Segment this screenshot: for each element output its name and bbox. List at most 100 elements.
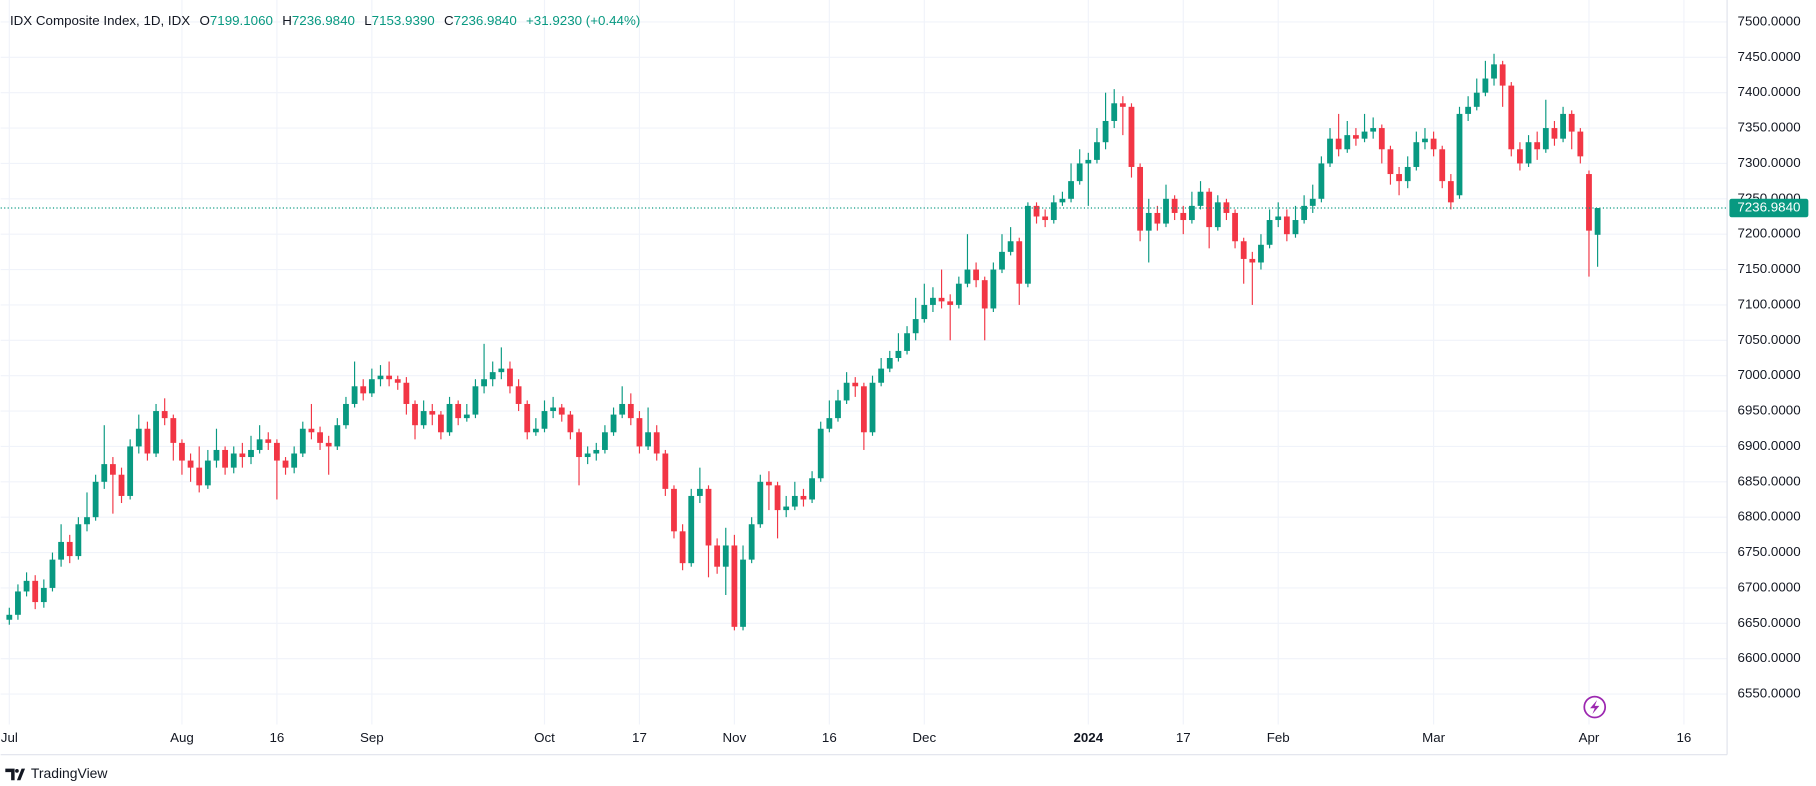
candle-body bbox=[869, 382, 876, 433]
candle-body bbox=[973, 269, 980, 281]
candle-body bbox=[1119, 103, 1126, 107]
candle-body bbox=[826, 418, 833, 429]
candle-body bbox=[1163, 198, 1169, 224]
candle-body bbox=[403, 382, 410, 404]
candle-body bbox=[1594, 208, 1601, 235]
candle-body bbox=[239, 453, 246, 458]
x-tick-label: 16 bbox=[822, 730, 837, 745]
candle-body bbox=[1188, 205, 1195, 221]
symbol: IDX Composite Index, 1D, IDX bbox=[10, 12, 190, 27]
candle-body bbox=[602, 432, 608, 450]
candle-body bbox=[1542, 128, 1549, 150]
candle-body bbox=[75, 524, 82, 557]
candle-body bbox=[1560, 113, 1566, 139]
x-tick-label: Dec bbox=[912, 730, 936, 745]
candle-body bbox=[990, 269, 997, 309]
candle-body bbox=[481, 379, 487, 387]
candle-body bbox=[843, 382, 850, 401]
x-tick-label: Jul bbox=[1, 730, 18, 745]
close-value: 7236.9840 bbox=[454, 12, 517, 27]
candle-body bbox=[1370, 128, 1377, 132]
lightning-icon[interactable] bbox=[1583, 695, 1607, 719]
candle-body bbox=[1344, 135, 1351, 150]
candle-body bbox=[1353, 135, 1359, 139]
y-tick-label: 7100.0000 bbox=[1738, 296, 1801, 311]
candle-body bbox=[688, 495, 695, 564]
candle-body bbox=[1361, 131, 1368, 139]
candle-body bbox=[999, 251, 1005, 270]
candle-body bbox=[308, 428, 315, 433]
candle-body bbox=[1335, 138, 1342, 150]
candle-body bbox=[1551, 128, 1558, 139]
low-label: L bbox=[364, 12, 371, 27]
candle-body bbox=[196, 467, 203, 486]
candle-body bbox=[930, 297, 936, 305]
candle-body bbox=[256, 439, 263, 450]
candle-body bbox=[273, 442, 280, 461]
high-label: H bbox=[282, 12, 292, 27]
x-tick-label: 2024 bbox=[1073, 730, 1103, 745]
candle-body bbox=[1016, 241, 1023, 284]
candle-body bbox=[671, 488, 677, 532]
candle-body bbox=[696, 488, 703, 496]
candle-body bbox=[774, 485, 781, 511]
candle-body bbox=[1525, 142, 1532, 164]
high-value: 7236.9840 bbox=[292, 12, 355, 27]
candle-body bbox=[1137, 166, 1144, 231]
candle-body bbox=[394, 379, 401, 383]
candle-body bbox=[532, 428, 539, 433]
candle-body bbox=[1577, 131, 1584, 157]
candle-body bbox=[153, 411, 159, 454]
x-tick-label: 16 bbox=[1677, 730, 1692, 745]
candle-body bbox=[1413, 142, 1420, 167]
candle-body bbox=[791, 495, 798, 507]
candle-body bbox=[947, 301, 954, 305]
candle-body bbox=[558, 407, 565, 415]
candle-body bbox=[1154, 212, 1161, 224]
candle-body bbox=[748, 524, 755, 560]
candle-body bbox=[412, 403, 418, 426]
candle-body bbox=[757, 481, 764, 525]
candle-body bbox=[766, 481, 772, 486]
candle-body bbox=[23, 580, 30, 592]
candle-body bbox=[1266, 220, 1273, 245]
candle-body bbox=[135, 428, 142, 447]
candle-body bbox=[118, 474, 125, 496]
candle-body bbox=[584, 453, 591, 458]
candle-body bbox=[204, 460, 211, 486]
candle-body bbox=[1292, 220, 1299, 235]
y-tick-label: 7450.0000 bbox=[1738, 49, 1801, 64]
candle-body bbox=[895, 350, 902, 358]
candle-body bbox=[84, 517, 90, 525]
candle-body bbox=[1076, 163, 1083, 182]
candle-body bbox=[49, 559, 56, 588]
logo-text: TradingView bbox=[31, 765, 109, 781]
x-tick-label: Apr bbox=[1579, 730, 1600, 745]
candle-body bbox=[912, 319, 919, 334]
y-tick-label: 7200.0000 bbox=[1738, 226, 1801, 241]
y-tick-label: 6700.0000 bbox=[1738, 579, 1801, 594]
ohlc-header: IDX Composite Index, 1D, IDX O7199.1060 H7… bbox=[10, 12, 640, 27]
candle-body bbox=[32, 580, 39, 603]
candle-body bbox=[981, 280, 988, 309]
candle-body bbox=[1059, 198, 1066, 203]
candle-body bbox=[1534, 142, 1541, 150]
logo[interactable]: TradingView bbox=[5, 765, 108, 781]
candle-body bbox=[610, 414, 617, 433]
candle-body bbox=[662, 453, 669, 489]
candle-body bbox=[1068, 181, 1074, 199]
candle-body bbox=[1171, 198, 1178, 213]
candle-body bbox=[1301, 205, 1308, 221]
candle-body bbox=[886, 357, 893, 369]
candle-body bbox=[360, 386, 367, 394]
candle-body bbox=[386, 375, 393, 380]
candle-body bbox=[653, 432, 660, 454]
x-tick-label: 16 bbox=[269, 730, 284, 745]
y-tick-label: 7150.0000 bbox=[1738, 261, 1801, 276]
candle-body bbox=[878, 368, 885, 383]
candle-body bbox=[1007, 241, 1014, 252]
candle-body bbox=[835, 400, 841, 419]
candle-body bbox=[524, 403, 531, 433]
